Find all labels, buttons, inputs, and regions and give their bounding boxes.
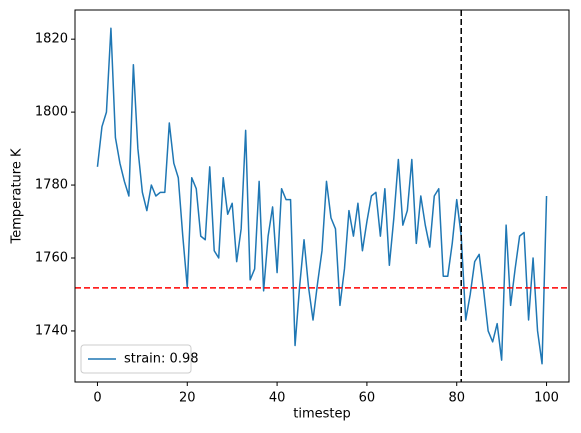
y-tick-label: 1780 <box>35 178 68 193</box>
x-tick-label: 100 <box>534 391 559 406</box>
x-tick-label: 60 <box>359 391 376 406</box>
plot-frame <box>74 9 570 383</box>
data-line <box>96 27 548 365</box>
y-tick-label: 1760 <box>35 251 68 266</box>
x-tick-label: 80 <box>448 391 465 406</box>
x-tick-label: 40 <box>269 391 286 406</box>
legend-label: strain: 0.98 <box>124 352 199 367</box>
legend-box <box>80 344 192 374</box>
x-axis-label: timestep <box>293 407 351 422</box>
y-axis-label: Temperature K <box>10 148 25 244</box>
y-tick-label: 1820 <box>35 32 68 47</box>
y-tick-label: 1800 <box>35 105 68 120</box>
x-tick-label: 0 <box>93 391 101 406</box>
x-tick-label: 20 <box>179 391 196 406</box>
y-tick-label: 1740 <box>35 323 68 338</box>
